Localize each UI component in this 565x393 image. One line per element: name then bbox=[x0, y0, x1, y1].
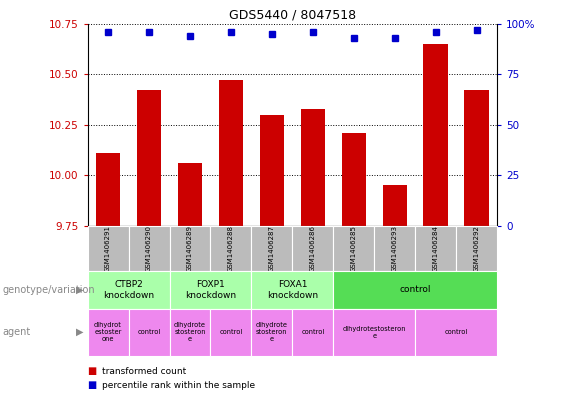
Bar bbox=[374, 226, 415, 271]
Bar bbox=[170, 309, 210, 356]
Bar bbox=[95, 153, 120, 226]
Text: FOXP1
knockdown: FOXP1 knockdown bbox=[185, 280, 236, 299]
Text: GSM1406285: GSM1406285 bbox=[351, 225, 357, 272]
Text: agent: agent bbox=[3, 327, 31, 337]
Text: genotype/variation: genotype/variation bbox=[3, 285, 95, 295]
Text: GSM1406284: GSM1406284 bbox=[433, 225, 439, 272]
Text: transformed count: transformed count bbox=[102, 367, 186, 376]
Bar bbox=[464, 90, 489, 226]
Text: control: control bbox=[219, 329, 242, 335]
Bar bbox=[301, 108, 325, 226]
Bar bbox=[415, 309, 497, 356]
Bar bbox=[260, 115, 284, 226]
Text: GSM1406291: GSM1406291 bbox=[105, 225, 111, 272]
Bar bbox=[88, 271, 170, 309]
Bar bbox=[341, 133, 366, 226]
Bar bbox=[129, 226, 170, 271]
Bar bbox=[293, 309, 333, 356]
Bar bbox=[137, 90, 162, 226]
Text: ■: ■ bbox=[88, 380, 97, 390]
Bar bbox=[251, 271, 333, 309]
Bar bbox=[293, 226, 333, 271]
Bar bbox=[211, 309, 251, 356]
Bar bbox=[333, 271, 497, 309]
Bar bbox=[415, 226, 457, 271]
Bar bbox=[333, 226, 374, 271]
Bar bbox=[251, 226, 293, 271]
Bar bbox=[129, 309, 170, 356]
Text: control: control bbox=[301, 329, 324, 335]
Text: GSM1406287: GSM1406287 bbox=[269, 225, 275, 272]
Text: GSM1406289: GSM1406289 bbox=[187, 225, 193, 272]
Bar bbox=[457, 226, 497, 271]
Bar bbox=[170, 226, 210, 271]
Text: ▶: ▶ bbox=[76, 327, 84, 337]
Text: control: control bbox=[137, 329, 160, 335]
Text: ■: ■ bbox=[88, 366, 97, 376]
Bar bbox=[88, 226, 129, 271]
Bar bbox=[424, 44, 448, 226]
Text: GSM1406290: GSM1406290 bbox=[146, 225, 152, 272]
Text: ▶: ▶ bbox=[76, 285, 84, 295]
Text: GSM1406293: GSM1406293 bbox=[392, 225, 398, 272]
Text: dihydrote
stosteron
e: dihydrote stosteron e bbox=[256, 322, 288, 342]
Text: GSM1406288: GSM1406288 bbox=[228, 225, 234, 272]
Text: GSM1406292: GSM1406292 bbox=[473, 225, 480, 272]
Bar bbox=[170, 271, 251, 309]
Bar bbox=[219, 80, 244, 226]
Bar bbox=[383, 185, 407, 226]
Bar bbox=[251, 309, 293, 356]
Bar bbox=[177, 163, 202, 226]
Text: GSM1406286: GSM1406286 bbox=[310, 225, 316, 272]
Text: CTBP2
knockdown: CTBP2 knockdown bbox=[103, 280, 154, 299]
Bar bbox=[211, 226, 251, 271]
Text: dihydrotestosteron
e: dihydrotestosteron e bbox=[342, 325, 406, 339]
Text: control: control bbox=[445, 329, 468, 335]
Bar bbox=[333, 309, 415, 356]
Text: FOXA1
knockdown: FOXA1 knockdown bbox=[267, 280, 318, 299]
Text: dihydrote
stosteron
e: dihydrote stosteron e bbox=[174, 322, 206, 342]
Bar bbox=[88, 309, 129, 356]
Text: percentile rank within the sample: percentile rank within the sample bbox=[102, 381, 255, 389]
Text: dihydrot
estoster
one: dihydrot estoster one bbox=[94, 322, 122, 342]
Text: control: control bbox=[399, 285, 431, 294]
Title: GDS5440 / 8047518: GDS5440 / 8047518 bbox=[229, 8, 356, 21]
